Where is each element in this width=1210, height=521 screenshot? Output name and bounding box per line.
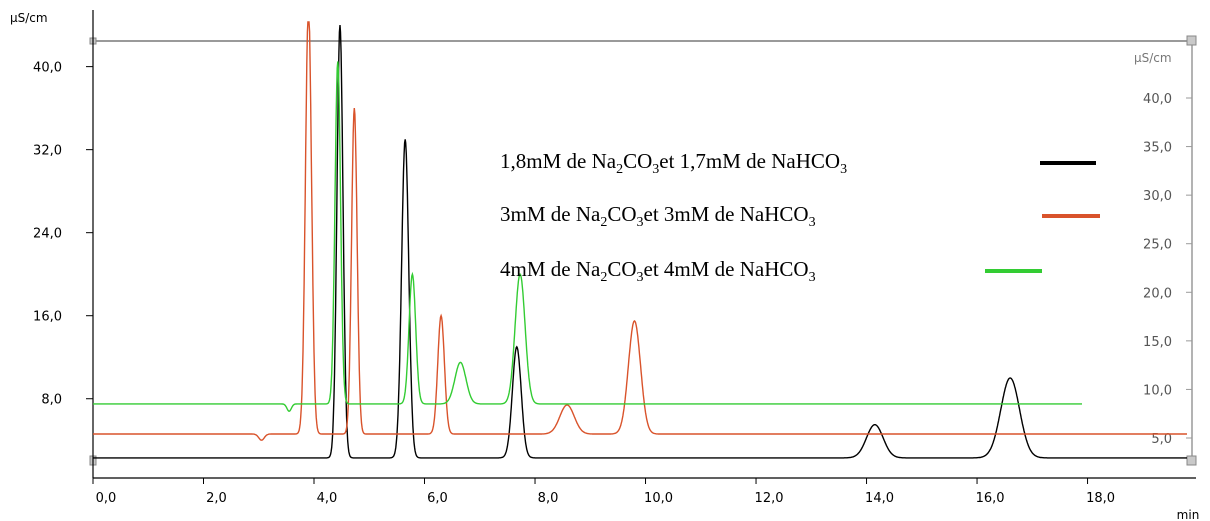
frame-handle-bottom-right[interactable] (1186, 455, 1197, 466)
x-axis-ticks: 0,0 2,0 4,0 6,0 8,0 10,0 12,0 14,0 16,0 18,0 (92, 478, 1115, 506)
x-tick-label: 2,0 (206, 491, 227, 506)
x-tick-label: 14,0 (865, 491, 894, 506)
x-tick-label: 18,0 (1086, 491, 1115, 506)
series-line-2 (93, 21, 1187, 441)
x-tick-label: 0,0 (96, 491, 117, 506)
y-tick-label: 8,0 (41, 393, 62, 408)
y-axis-left-ticks: 8,0 16,0 24,0 32,0 40,0 (33, 61, 93, 408)
y-tick-label: 16,0 (33, 310, 62, 325)
series-line-1 (93, 25, 1187, 459)
y-tick-label: 40,0 (33, 61, 62, 76)
y-tick-label: 32,0 (33, 144, 62, 159)
legend-label-3: 4mM de Na2CO3et 4mM de NaHCO3 (500, 257, 816, 285)
y-tick-label: 24,0 (33, 227, 62, 242)
y-right-tick-label: 15,0 (1143, 335, 1172, 350)
series-lines (93, 21, 1187, 459)
y-axis-left-unit: µS/cm (10, 11, 48, 25)
y-right-tick-label: 5,0 (1151, 432, 1172, 447)
x-tick-label: 10,0 (644, 491, 673, 506)
y-right-tick-label: 40,0 (1143, 92, 1172, 107)
x-tick-label: 16,0 (976, 491, 1005, 506)
x-axis-unit: min (1177, 508, 1200, 521)
x-tick-label: 4,0 (317, 491, 338, 506)
legend: 1,8mM de Na2CO3et 1,7mM de NaHCO3 3mM de … (500, 149, 1100, 285)
legend-label-1: 1,8mM de Na2CO3et 1,7mM de NaHCO3 (500, 149, 847, 177)
x-tick-label: 12,0 (755, 491, 784, 506)
x-tick-label: 8,0 (538, 491, 559, 506)
series-line-3 (93, 61, 1082, 412)
legend-label-2: 3mM de Na2CO3et 3mM de NaHCO3 (500, 202, 816, 230)
y-axis-right-ticks: 5,0 10,0 15,0 20,0 25,0 30,0 35,0 40,0 (1143, 92, 1192, 447)
y-right-tick-label: 30,0 (1143, 189, 1172, 204)
y-right-tick-label: 10,0 (1143, 383, 1172, 398)
y-right-tick-label: 25,0 (1143, 238, 1172, 253)
frame-handle-top-right[interactable] (1186, 35, 1197, 46)
y-right-tick-label: 35,0 (1143, 141, 1172, 156)
x-tick-label: 6,0 (427, 491, 448, 506)
y-axis-right-unit: µS/cm (1134, 51, 1172, 65)
y-right-tick-label: 20,0 (1143, 286, 1172, 301)
